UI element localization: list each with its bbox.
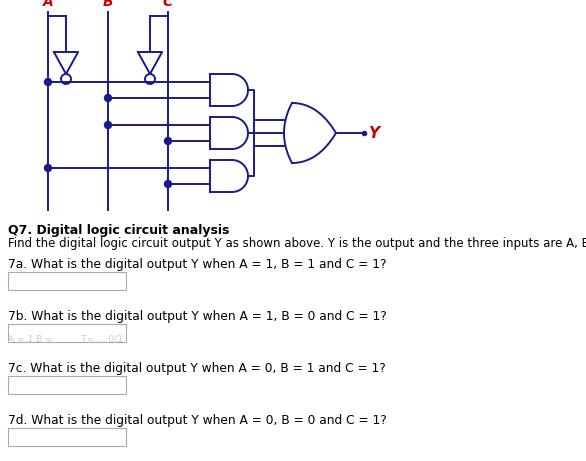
- Circle shape: [165, 181, 172, 188]
- Bar: [8, 272, 126, 290]
- Text: A: A: [43, 0, 53, 9]
- Bar: [8, 428, 126, 446]
- Text: B: B: [103, 0, 113, 9]
- Circle shape: [104, 95, 111, 101]
- Text: C: C: [163, 0, 173, 9]
- Circle shape: [104, 122, 111, 129]
- Circle shape: [165, 137, 172, 144]
- Text: Y: Y: [368, 125, 379, 141]
- Text: Find the digital logic circuit output Y as shown above. Y is the output and the : Find the digital logic circuit output Y …: [8, 237, 586, 250]
- Text: 7d. What is the digital output Y when A = 0, B = 0 and C = 1?: 7d. What is the digital output Y when A …: [8, 414, 387, 427]
- Text: 7c. What is the digital output Y when A = 0, B = 1 and C = 1?: 7c. What is the digital output Y when A …: [8, 362, 386, 375]
- Text: 7b. What is the digital output Y when A = 1, B = 0 and C = 1?: 7b. What is the digital output Y when A …: [8, 310, 387, 323]
- Bar: [8, 376, 126, 394]
- Circle shape: [45, 78, 52, 85]
- Bar: [8, 324, 126, 342]
- Text: 7a. What is the digital output Y when A = 1, B = 1 and C = 1?: 7a. What is the digital output Y when A …: [8, 258, 387, 271]
- Text: A = 1 B =          T= ... 0/1: A = 1 B = T= ... 0/1: [8, 335, 123, 344]
- Text: Q7. Digital logic circuit analysis: Q7. Digital logic circuit analysis: [8, 224, 229, 237]
- Circle shape: [45, 165, 52, 171]
